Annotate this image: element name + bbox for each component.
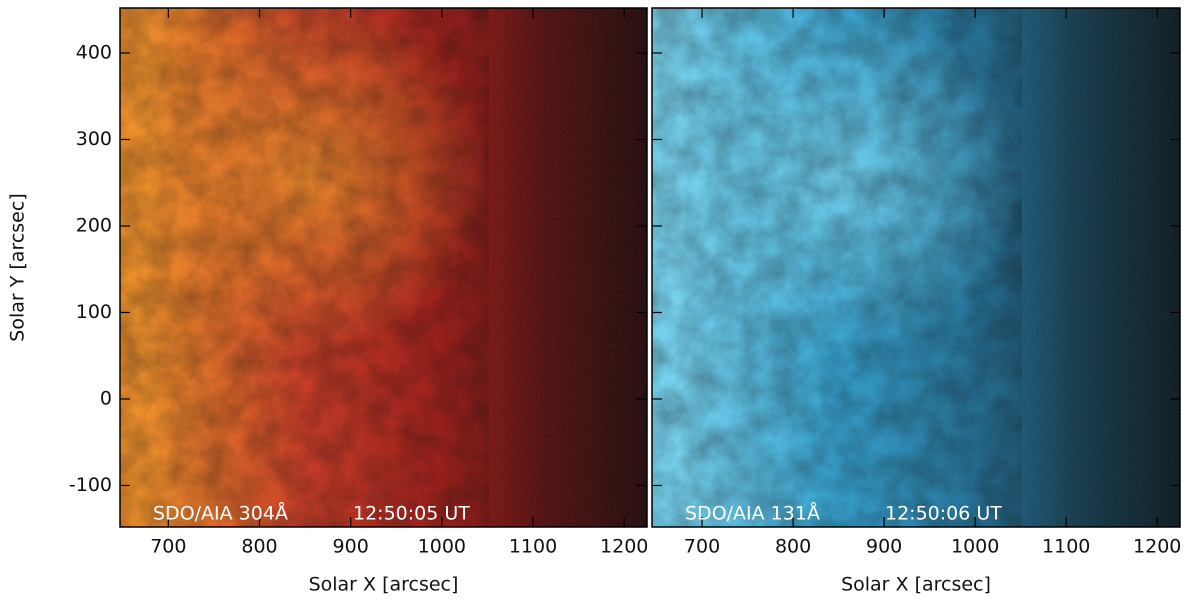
x-tick-label: 700 — [150, 536, 186, 558]
x-tick-label: 900 — [866, 536, 902, 558]
x-tick-label: 1000 — [951, 536, 999, 558]
x-tick-label: 1100 — [509, 536, 557, 558]
y-tick-label: 300 — [76, 128, 112, 150]
y-tick-label: 200 — [76, 214, 112, 236]
y-tick-label: 0 — [100, 387, 112, 409]
x-tick-label: 800 — [241, 536, 277, 558]
frame — [119, 7, 648, 528]
x-tick-label: 800 — [775, 536, 811, 558]
y-axis-label: Solar Y [arcsec] — [7, 193, 29, 341]
x-tick-label: 1200 — [600, 536, 648, 558]
y-tick-label: 100 — [76, 301, 112, 323]
image — [120, 8, 647, 527]
x-tick-label: 1100 — [1042, 536, 1090, 558]
instrument-label: SDO/AIA 131Å — [685, 502, 820, 525]
x-tick-label: 1000 — [418, 536, 466, 558]
time-label: 12:50:05 UT — [353, 503, 470, 525]
y-tick-label: -100 — [69, 474, 112, 496]
image-noise — [652, 8, 1180, 527]
image — [652, 8, 1180, 527]
x-axis-label: Solar X [arcsec] — [309, 574, 459, 596]
x-tick-label: 1200 — [1133, 536, 1181, 558]
x-tick-label: 900 — [333, 536, 369, 558]
x-tick-label: 700 — [684, 536, 720, 558]
instrument-label: SDO/AIA 304Å — [153, 502, 288, 525]
x-axis-label: Solar X [arcsec] — [841, 574, 991, 596]
image-noise — [120, 8, 647, 527]
time-label: 12:50:06 UT — [885, 503, 1002, 525]
frame — [651, 7, 1181, 528]
y-tick-label: 400 — [76, 41, 112, 63]
